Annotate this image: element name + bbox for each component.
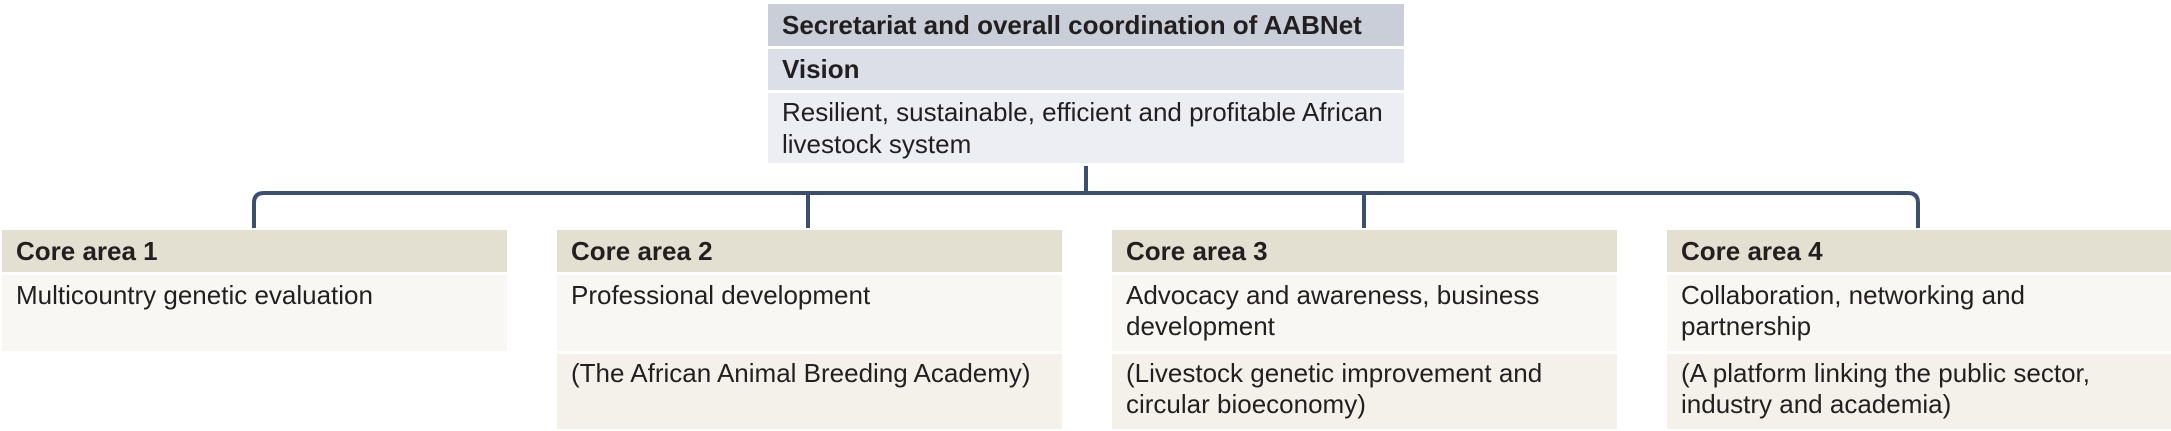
core-area-3-description: Advocacy and awareness, business develop… [1112, 275, 1617, 351]
core-area-2: Core area 2 Professional development (Th… [557, 230, 1062, 429]
core-area-3-header: Core area 3 [1112, 230, 1617, 272]
core-area-4-note: (A platform linking the public sector, i… [1667, 354, 2171, 429]
vision-label: Vision [768, 49, 1404, 90]
core-area-4: Core area 4 Collaboration, networking an… [1667, 230, 2171, 429]
core-area-3: Core area 3 Advocacy and awareness, busi… [1112, 230, 1617, 429]
secretariat-title: Secretariat and overall coordination of … [768, 4, 1404, 46]
core-area-2-description: Professional development [557, 275, 1062, 351]
core-area-1-description: Multicountry genetic evaluation [2, 275, 507, 351]
core-area-3-note: (Livestock genetic improvement and circu… [1112, 354, 1617, 429]
core-area-2-note: (The African Animal Breeding Academy) [557, 354, 1062, 429]
core-area-1: Core area 1 Multicountry genetic evaluat… [2, 230, 507, 354]
secretariat-box: Secretariat and overall coordination of … [768, 4, 1404, 163]
vision-text: Resilient, sustainable, efficient and pr… [768, 93, 1404, 163]
core-area-4-description: Collaboration, networking and partnershi… [1667, 275, 2171, 351]
core-area-2-header: Core area 2 [557, 230, 1062, 272]
core-area-1-header: Core area 1 [2, 230, 507, 272]
core-area-4-header: Core area 4 [1667, 230, 2171, 272]
connector-bar [252, 191, 1920, 228]
